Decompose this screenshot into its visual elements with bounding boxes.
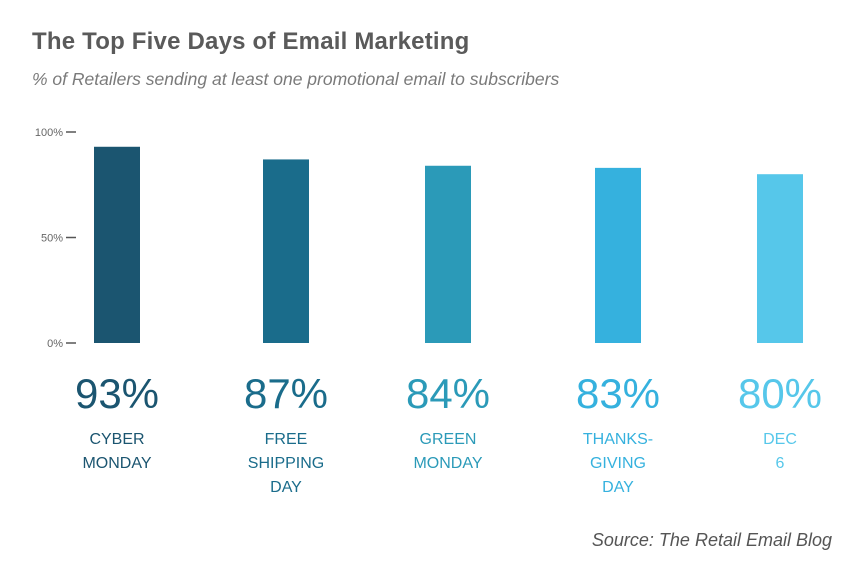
- value-label: 87%: [244, 370, 328, 417]
- category-label: DAY: [602, 479, 634, 496]
- value-label: 93%: [75, 370, 159, 417]
- category-label: THANKS-: [583, 431, 653, 448]
- category-label: GIVING: [590, 455, 646, 472]
- category-label: MONDAY: [82, 455, 151, 472]
- bar: [263, 159, 309, 343]
- category-label: DEC: [763, 431, 797, 448]
- y-tick-label: 0%: [47, 338, 63, 350]
- category-label: FREE: [265, 431, 308, 448]
- value-label: 84%: [406, 370, 490, 417]
- category-label: DAY: [270, 479, 302, 496]
- chart-title: The Top Five Days of Email Marketing: [32, 28, 470, 55]
- chart-subtitle: % of Retailers sending at least one prom…: [32, 69, 560, 89]
- source-note: Source: The Retail Email Blog: [591, 530, 832, 550]
- bar: [757, 174, 803, 343]
- category-label: MONDAY: [413, 455, 482, 472]
- category-label: 6: [776, 455, 785, 472]
- category-label: SHIPPING: [248, 455, 324, 472]
- y-tick-label: 50%: [41, 233, 63, 245]
- bar: [595, 167, 641, 343]
- bar: [94, 146, 140, 343]
- category-label: GREEN: [420, 431, 477, 448]
- category-label: CYBER: [89, 431, 144, 448]
- value-label: 80%: [738, 370, 822, 417]
- y-tick-label: 100%: [35, 127, 63, 139]
- value-label: 83%: [576, 370, 660, 417]
- bar: [425, 165, 471, 343]
